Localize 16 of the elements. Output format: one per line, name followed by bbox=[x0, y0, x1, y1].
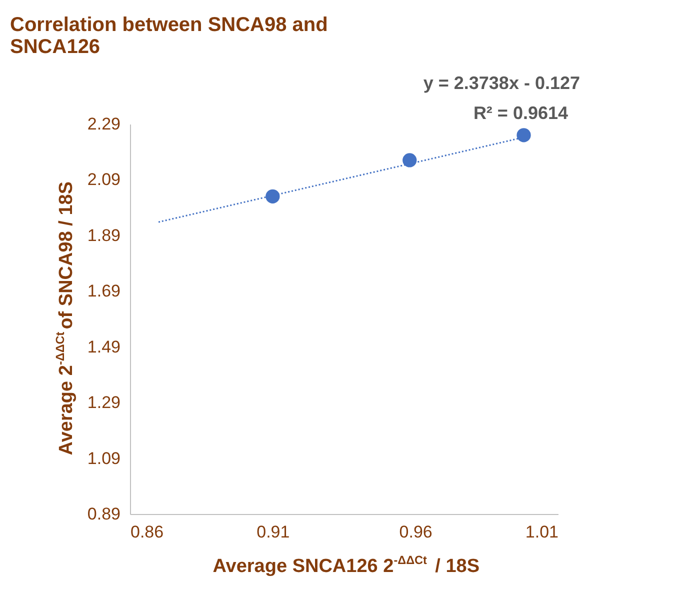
x-tick-label: 0.96 bbox=[399, 522, 432, 542]
y-tick-label: 1.09 bbox=[87, 448, 120, 468]
y-tick-label: 1.89 bbox=[87, 226, 120, 245]
x-tick-label: 1.01 bbox=[525, 522, 558, 542]
text: y = 2.3738x - 0.127 bbox=[423, 73, 580, 93]
y-tick-label: 2.29 bbox=[87, 114, 120, 134]
y-tick-label: 2.09 bbox=[87, 170, 120, 190]
text: R² = 0.9614 bbox=[473, 103, 568, 123]
chart-title: Correlation between SNCA98 and SNCA126 bbox=[10, 14, 328, 58]
x-tick-label: 0.91 bbox=[256, 522, 290, 542]
y-tick-label: 1.29 bbox=[87, 393, 120, 412]
x-tick-label: 0.86 bbox=[130, 522, 164, 542]
y-axis-title: Average 2-ΔΔCtof SNCA98 / 18S bbox=[54, 181, 77, 456]
y-tick-label: 1.49 bbox=[87, 337, 120, 356]
y-tick-label: 1.69 bbox=[87, 282, 120, 301]
y-tick-label: 0.89 bbox=[87, 504, 120, 524]
